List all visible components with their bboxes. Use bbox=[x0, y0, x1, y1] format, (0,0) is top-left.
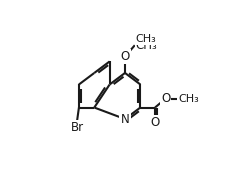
Text: N: N bbox=[120, 113, 130, 126]
Text: O: O bbox=[120, 50, 130, 63]
Text: CH₃: CH₃ bbox=[136, 39, 158, 52]
Text: O: O bbox=[161, 92, 170, 105]
Text: O: O bbox=[150, 116, 160, 129]
Text: CH₃: CH₃ bbox=[178, 94, 199, 103]
Text: Br: Br bbox=[70, 121, 84, 134]
Text: CH₃: CH₃ bbox=[136, 34, 156, 44]
